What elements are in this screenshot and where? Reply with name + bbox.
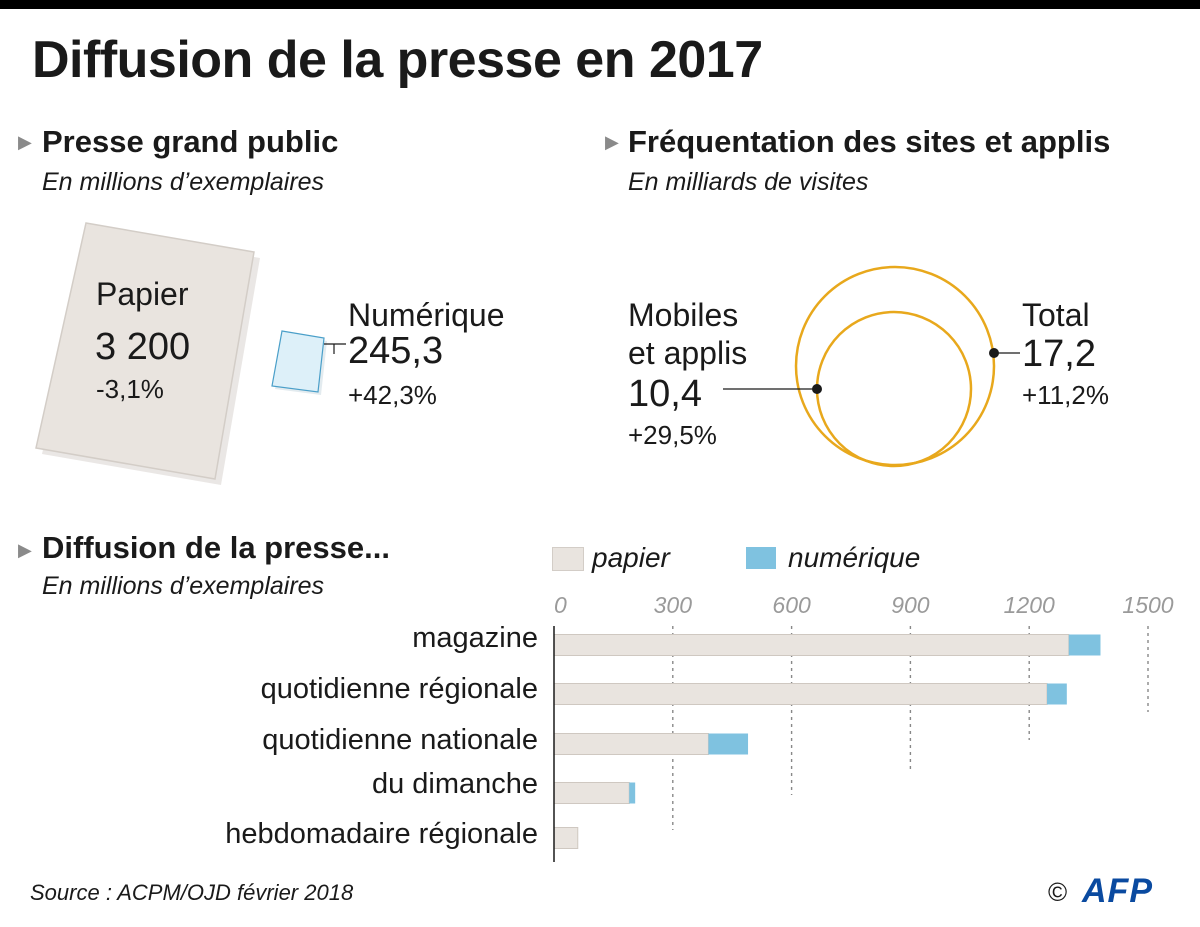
- total-change: +11,2%: [1022, 380, 1109, 410]
- bar-numerique: [708, 733, 749, 755]
- category-label: hebdomadaire régionale: [225, 818, 538, 850]
- legend-swatch-numerique: [746, 547, 776, 569]
- numerique-label: Numérique: [348, 297, 505, 333]
- papier-change: -3,1%: [96, 374, 164, 404]
- bar-papier: [553, 634, 1070, 656]
- legend-label-numerique: numérique: [788, 542, 921, 573]
- bar-chart: 0 300 600 900 1200 1500: [553, 592, 1174, 862]
- category-label: du dimanche: [371, 768, 538, 800]
- legend-swatch-papier: [552, 547, 584, 571]
- x-tick-label: 0: [554, 592, 567, 618]
- mobiles-circle: [815, 310, 973, 468]
- numerique-value: 245,3: [348, 330, 444, 372]
- copyright-symbol: ©: [1048, 877, 1068, 907]
- source-note: Source : ACPM/OJD février 2018: [30, 880, 354, 905]
- section-subtitle-frequentation: En milliards de visites: [628, 168, 869, 196]
- category-label: quotidienne nationale: [262, 724, 538, 756]
- x-tick-label: 1200: [1004, 592, 1055, 618]
- bar-papier: [553, 733, 709, 755]
- total-label: Total: [1022, 297, 1090, 333]
- section-marker-icon: ▶: [605, 132, 619, 152]
- x-tick-label: 300: [654, 592, 693, 618]
- category-label: magazine: [412, 622, 538, 654]
- section-marker-icon: ▶: [18, 540, 32, 560]
- category-label: quotidienne régionale: [260, 673, 538, 705]
- section-subtitle-presse: En millions d’exemplaires: [42, 168, 325, 196]
- bar-numerique: [629, 782, 636, 804]
- afp-logo: AFP: [1082, 872, 1153, 910]
- total-dot: [989, 348, 999, 358]
- mobiles-value: 10,4: [628, 373, 702, 415]
- bar-papier: [553, 683, 1048, 705]
- section-marker-icon: ▶: [18, 132, 32, 152]
- section-title-frequentation: Fréquentation des sites et applis: [628, 124, 1111, 159]
- x-tick-label: 600: [772, 592, 811, 618]
- total-circle: [794, 265, 996, 467]
- mobiles-dot: [812, 384, 822, 394]
- total-value: 17,2: [1022, 333, 1096, 375]
- numerique-change: +42,3%: [348, 380, 437, 410]
- top-bar: [0, 0, 1200, 9]
- bar-papier: [553, 782, 630, 804]
- numerique-sheet-icon: [271, 330, 327, 395]
- bar-papier: [553, 827, 579, 849]
- x-tick-label: 900: [891, 592, 930, 618]
- legend-label-papier: papier: [592, 542, 670, 573]
- bar-numerique: [1047, 683, 1067, 705]
- section-title-presse: Presse grand public: [42, 124, 339, 159]
- mobiles-label-line1: Mobiles: [628, 297, 739, 333]
- mobiles-change: +29,5%: [628, 420, 717, 450]
- x-tick-label: 1500: [1122, 592, 1173, 618]
- papier-sheet-icon: [35, 222, 260, 485]
- bar-numerique: [1068, 634, 1101, 656]
- main-title: Diffusion de la presse en 2017: [32, 31, 763, 89]
- mobiles-label-line2: et applis: [628, 335, 748, 371]
- papier-label: Papier: [96, 276, 189, 312]
- papier-value: 3 200: [95, 326, 191, 368]
- section-title-diffusion: Diffusion de la presse...: [42, 530, 390, 565]
- section-subtitle-diffusion: En millions d’exemplaires: [42, 572, 325, 600]
